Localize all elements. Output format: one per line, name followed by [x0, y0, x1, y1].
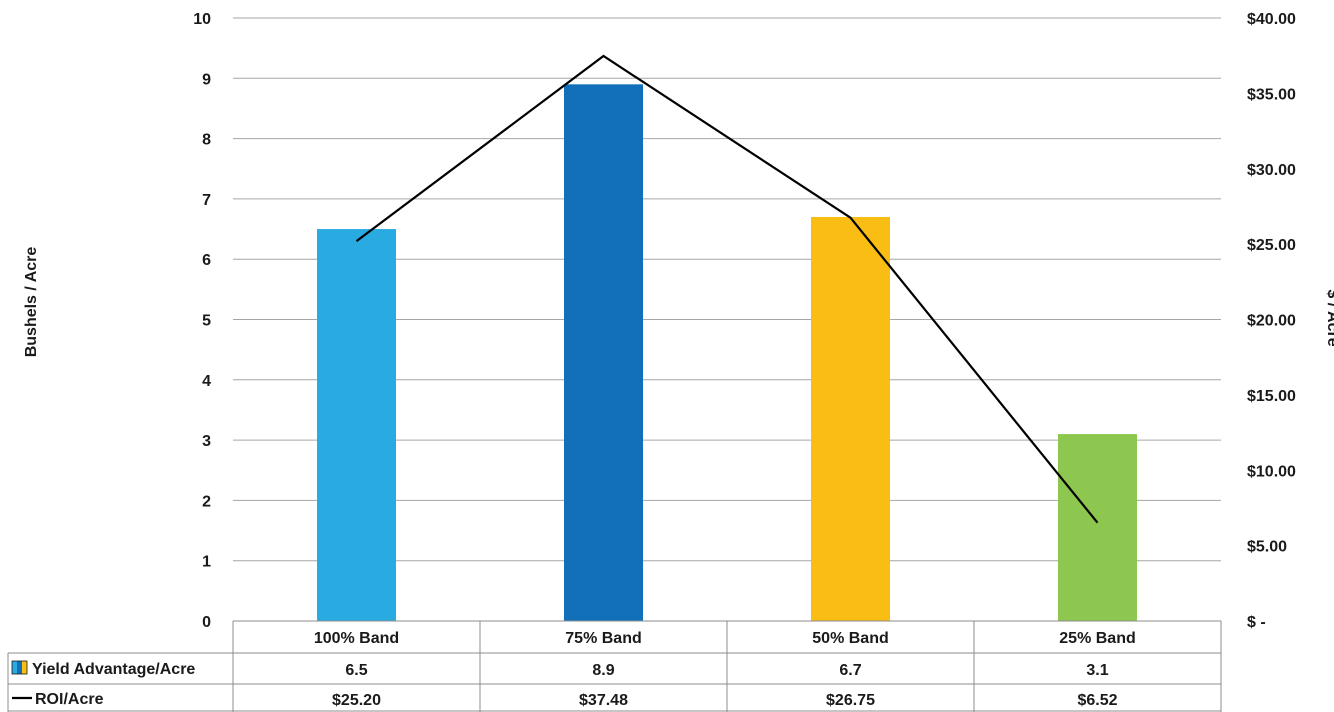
bars: [317, 84, 1137, 622]
right-axis-ticks: $ - $5.00 $10.00 $15.00 $20.00 $25.00 $30.00 $3…: [1247, 11, 1296, 631]
y-tick-label: 5: [202, 313, 211, 330]
legend-swatch-yield: [22, 661, 27, 674]
y-tick-label: 8: [202, 132, 211, 149]
y-tick-label: 1: [202, 554, 211, 571]
y-tick-label: 6: [202, 252, 211, 269]
roi-line: [355, 54, 1099, 524]
category-label: 50% Band: [812, 630, 888, 647]
legend-swatch-yield: [17, 661, 22, 674]
y2-tick-label: $40.00: [1247, 11, 1296, 28]
legend-swatch-yield: [12, 661, 17, 674]
legend-label-roi: ROI/Acre: [35, 691, 104, 708]
y2-tick-label: $10.00: [1247, 463, 1296, 480]
category-label: 75% Band: [565, 630, 641, 647]
category-label: 25% Band: [1059, 630, 1135, 647]
yield-value-label: 6.5: [345, 662, 367, 679]
category-label: 100% Band: [314, 630, 399, 647]
y2-tick-label: $25.00: [1247, 237, 1296, 254]
yield-value-label: 8.9: [592, 662, 614, 679]
y2-axis-title: $ / Acre: [1324, 289, 1334, 346]
roi-value-label: $25.20: [332, 692, 381, 709]
gridlines: [233, 17, 1221, 562]
yield-value-label: 3.1: [1086, 662, 1108, 679]
y-tick-label: 3: [202, 433, 211, 450]
bar: [1058, 434, 1137, 621]
roi-value-label: $6.52: [1077, 692, 1117, 709]
y2-tick-label: $15.00: [1247, 388, 1296, 405]
y-tick-label: 4: [202, 373, 211, 390]
left-axis-ticks: 0 1 2 3 4 5 6 7 8 9 10: [193, 11, 211, 631]
y-tick-label: 2: [202, 493, 211, 510]
legend-swatch-border: [11, 660, 28, 675]
bar: [811, 216, 890, 622]
data-table: 100% Band 6.5 $25.20 75% Band 8.9 $37.48 50% B…: [7, 620, 1222, 712]
y2-tick-label: $35.00: [1247, 86, 1296, 103]
y2-tick-label: $30.00: [1247, 162, 1296, 179]
yield-value-label: 6.7: [839, 662, 861, 679]
roi-line-group: [355, 54, 1099, 524]
roi-value-label: $26.75: [826, 692, 875, 709]
y-tick-label: 9: [202, 71, 211, 88]
y-tick-label: 0: [202, 614, 211, 631]
legend-label-yield: Yield Advantage/Acre: [32, 661, 195, 678]
bar: [317, 229, 396, 622]
y-tick-label: 10: [193, 11, 211, 28]
roi-value-label: $37.48: [579, 692, 628, 709]
y-axis-title: Bushels / Acre: [23, 247, 40, 358]
y2-tick-label: $5.00: [1247, 539, 1287, 556]
y2-tick-label: $ -: [1247, 614, 1266, 631]
y-tick-label: 7: [202, 192, 211, 209]
bar: [564, 84, 643, 621]
y2-tick-label: $20.00: [1247, 313, 1296, 330]
